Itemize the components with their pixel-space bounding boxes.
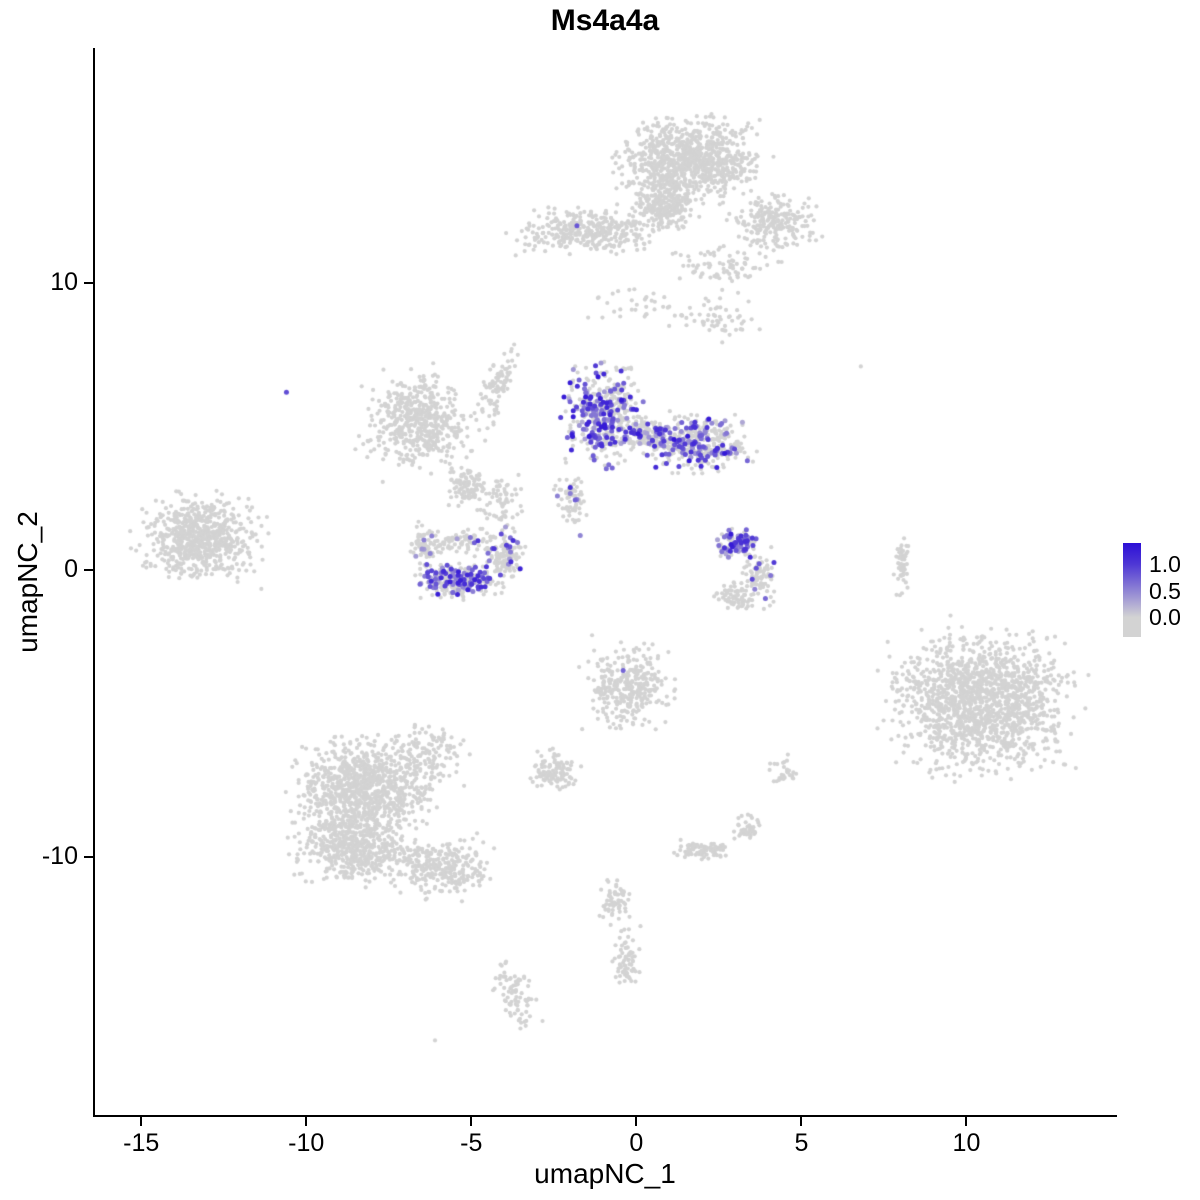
x-tick-mark [800, 1117, 803, 1126]
plot-area [93, 48, 1117, 1117]
plot-title: Ms4a4a [550, 4, 660, 37]
x-tick-label: -10 [288, 1129, 325, 1157]
y-tick-mark [84, 569, 93, 572]
y-tick-label: 0 [64, 555, 78, 584]
x-axis-label: umapNC_1 [534, 1158, 676, 1189]
y-tick-label: 10 [50, 268, 78, 297]
colorbar-gradient [1123, 543, 1141, 637]
y-tick-mark [84, 282, 93, 285]
y-tick-label: -10 [41, 841, 78, 870]
x-tick-mark [470, 1117, 473, 1126]
x-tick-label: 0 [629, 1129, 644, 1157]
scatter-canvas [95, 48, 1115, 1115]
x-tick-mark [635, 1117, 638, 1126]
x-tick-mark [965, 1117, 968, 1126]
x-tick-label: 10 [952, 1129, 981, 1157]
x-tick-label: 5 [794, 1129, 809, 1157]
legend-tick-label: 0.5 [1149, 577, 1181, 604]
x-tick-mark [305, 1117, 308, 1126]
x-tick-label: -5 [460, 1129, 483, 1157]
legend-tick-label: 1.0 [1149, 550, 1181, 577]
x-tick-label: -15 [123, 1129, 160, 1157]
y-tick-mark [84, 855, 93, 858]
x-tick-mark [140, 1117, 143, 1126]
legend-tick-label: 0.0 [1149, 604, 1181, 631]
colorbar-legend: 1.0 0.5 0.0 [1123, 543, 1181, 637]
